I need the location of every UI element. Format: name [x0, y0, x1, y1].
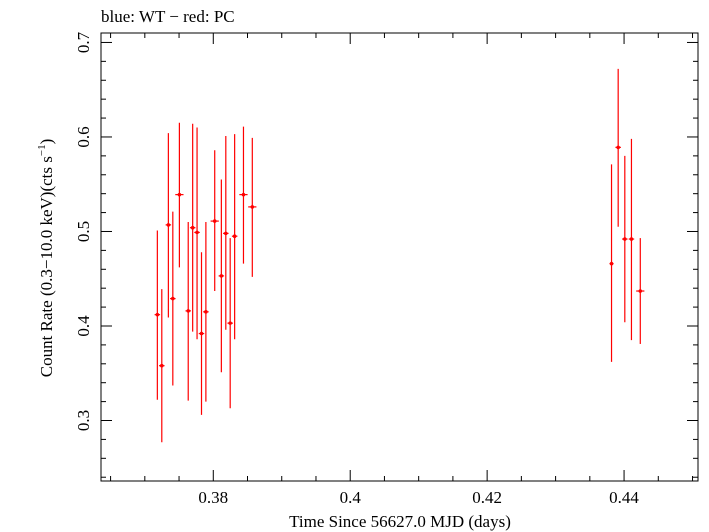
data-point: [622, 155, 628, 323]
y-tick-label: 0.3: [74, 410, 93, 431]
data-point: [248, 137, 257, 277]
data-point: [227, 238, 233, 409]
point-marker: [241, 192, 246, 197]
data-point: [615, 68, 621, 227]
data-point: [165, 133, 172, 318]
point-marker: [186, 309, 191, 313]
data-point: [231, 134, 238, 340]
data-point: [628, 138, 635, 341]
data-point: [636, 238, 645, 344]
x-axis-label: Time Since 56627.0 MJD (days): [289, 512, 511, 531]
data-point: [210, 150, 219, 292]
point-marker: [166, 223, 171, 227]
point-marker: [616, 145, 620, 150]
data-point: [609, 164, 614, 362]
data-point: [185, 222, 191, 401]
data-point: [159, 289, 165, 443]
data-point: [239, 126, 248, 264]
plot-frame: [100, 32, 699, 482]
y-axis-label-superscript: −1: [36, 144, 48, 156]
x-tick-label: 0.42: [472, 488, 502, 507]
point-marker: [250, 205, 255, 209]
point-marker: [232, 234, 237, 239]
data-point: [218, 179, 225, 373]
point-marker: [224, 231, 228, 236]
y-tick-label: 0.7: [74, 31, 93, 53]
point-marker: [177, 192, 182, 197]
x-tick-label: 0.4: [340, 488, 362, 507]
y-axis-label: Count Rate (0.3−10.0 keV)(cts s−1): [36, 139, 56, 378]
axis-ticks: [101, 33, 698, 481]
point-marker: [159, 363, 164, 368]
data-point: [198, 252, 205, 415]
y-tick-label: 0.5: [74, 221, 93, 242]
y-tick-label: 0.4: [74, 315, 93, 337]
point-marker: [609, 261, 614, 266]
tick-labels: 0.38 0.4 0.42 0.44 0.3 0.4 0.5 0.6 0.7: [74, 31, 639, 507]
data-marks: [154, 68, 645, 443]
point-marker: [199, 331, 204, 336]
y-axis-label-end: ): [37, 139, 56, 145]
chart-title: blue: WT − red: PC: [101, 7, 235, 26]
data-point: [194, 127, 200, 340]
point-marker: [155, 312, 160, 317]
y-tick-label: 0.6: [74, 126, 93, 147]
data-point: [154, 230, 161, 400]
point-marker: [204, 310, 208, 314]
data-point: [189, 123, 196, 332]
point-marker: [195, 230, 199, 235]
x-tick-label: 0.38: [198, 488, 228, 507]
data-point: [175, 122, 184, 268]
point-marker: [171, 296, 175, 301]
data-point: [223, 136, 229, 330]
data-point: [170, 211, 176, 386]
point-marker: [228, 321, 232, 325]
point-marker: [219, 274, 224, 278]
point-marker: [190, 225, 195, 230]
data-point: [203, 222, 209, 402]
y-axis-label-main: Count Rate (0.3−10.0 keV)(cts s: [37, 156, 56, 377]
point-marker: [629, 237, 634, 241]
point-marker: [638, 289, 643, 293]
point-marker: [623, 237, 627, 241]
point-marker: [212, 219, 217, 223]
x-tick-label: 0.44: [609, 488, 639, 507]
